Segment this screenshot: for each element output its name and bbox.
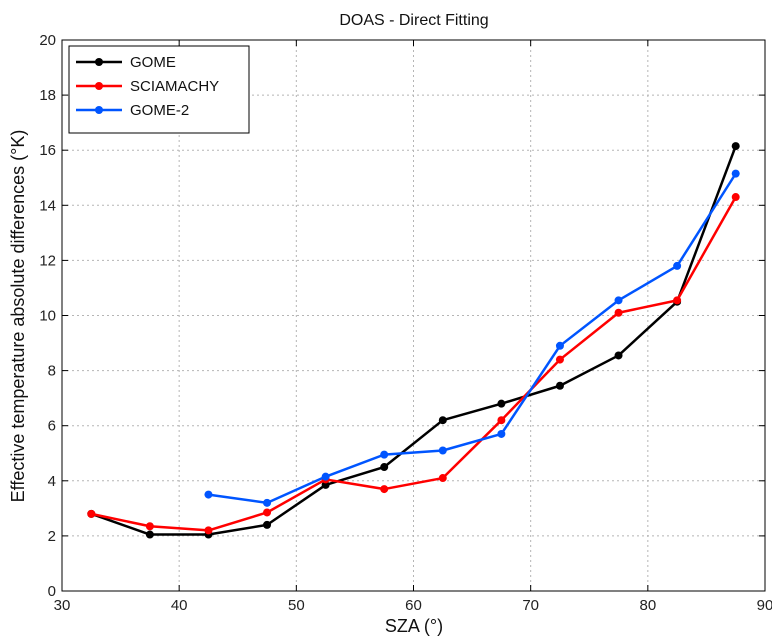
data-point-gome: [321, 480, 330, 489]
data-point-sciamachy: [555, 355, 564, 364]
data-point-gome: [438, 416, 447, 425]
data-point-gome-2: [497, 429, 506, 438]
chart-title: DOAS - Direct Fitting: [339, 12, 488, 29]
data-point-gome-2: [731, 169, 740, 178]
data-point-gome-2: [438, 446, 447, 455]
series-line-gome-2: [208, 172, 737, 505]
legend-label-gome-2: GOME-2: [130, 102, 189, 119]
data-point-sciamachy: [204, 526, 213, 535]
y-axis-label: Effective temperature absolute differenc…: [8, 130, 28, 503]
y-tick-label: 18: [39, 87, 56, 104]
y-tick-label: 0: [48, 583, 56, 600]
series-layer: [87, 142, 740, 539]
y-tick-label: 10: [39, 308, 56, 325]
data-point-gome-2: [673, 261, 682, 270]
data-point-gome: [263, 520, 272, 529]
data-point-sciamachy: [614, 308, 623, 317]
y-tick-label: 2: [48, 528, 56, 545]
series-line-gome: [90, 145, 737, 536]
legend-items: GOME SCIAMACHY GOME-2: [76, 54, 219, 119]
data-point-sciamachy: [87, 509, 96, 518]
y-tick-label: 14: [39, 197, 56, 214]
y-tick-label: 16: [39, 142, 56, 159]
legend-label-sciamachy: SCIAMACHY: [130, 78, 219, 95]
data-point-sciamachy: [263, 508, 272, 517]
data-point-gome: [555, 381, 564, 390]
data-point-sciamachy: [497, 416, 506, 425]
y-tick-label: 4: [48, 473, 56, 490]
data-point-sciamachy: [438, 474, 447, 483]
data-point-gome-2: [380, 450, 389, 459]
x-tick-label: 30: [54, 597, 71, 614]
legend-label-gome: GOME: [130, 54, 176, 71]
y-tick-label: 8: [48, 363, 56, 380]
x-axis-label: SZA (°): [385, 616, 443, 636]
data-point-gome: [145, 530, 154, 539]
data-point-gome-2: [263, 498, 272, 507]
series-sciamachy: [87, 193, 740, 535]
axis-ticks: 30 40 50 60 70 80 90 0 2 4 6 8 10 12 14 16 18 20: [39, 32, 772, 614]
legend-marker-gome-2: [95, 106, 103, 114]
data-point-gome-2: [321, 472, 330, 481]
data-point-sciamachy: [380, 485, 389, 494]
data-point-gome: [614, 351, 623, 360]
y-tick-label: 12: [39, 252, 56, 269]
data-point-gome-2: [204, 490, 213, 499]
legend-marker-sciamachy: [95, 82, 103, 90]
x-tick-label: 40: [171, 597, 188, 614]
series-gome-2: [204, 169, 740, 507]
x-tick-label: 50: [288, 597, 305, 614]
x-tick-label: 60: [405, 597, 422, 614]
data-point-sciamachy: [731, 193, 740, 202]
data-point-gome-2: [614, 296, 623, 305]
series-line-sciamachy: [91, 196, 737, 532]
x-tick-label: 90: [757, 597, 772, 614]
data-point-gome: [497, 399, 506, 408]
y-tick-label: 20: [39, 32, 56, 49]
y-tick-label: 6: [48, 418, 56, 435]
data-point-gome: [380, 463, 389, 472]
grid: [62, 40, 765, 591]
data-point-gome-2: [555, 341, 564, 350]
x-tick-label: 70: [522, 597, 539, 614]
x-tick-label: 80: [639, 597, 656, 614]
data-point-sciamachy: [145, 522, 154, 531]
data-point-gome: [731, 142, 740, 151]
legend: GOME SCIAMACHY GOME-2: [68, 45, 250, 134]
legend-marker-gome: [95, 58, 103, 66]
data-point-sciamachy: [673, 296, 682, 305]
